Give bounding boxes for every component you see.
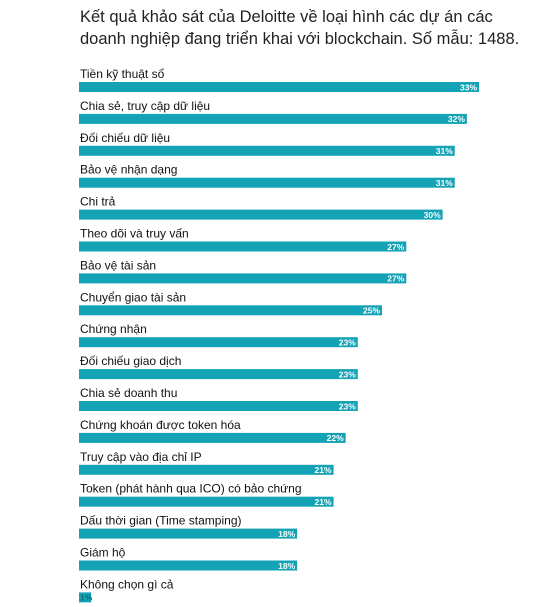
category-label: Tiền kỹ thuật số	[80, 67, 165, 81]
value-label: 31%	[436, 178, 453, 188]
category-label: Dấu thời gian (Time stamping)	[80, 514, 241, 528]
category-label: Token (phát hành qua ICO) có bảo chứng	[80, 482, 302, 496]
value-label: 30%	[424, 210, 441, 220]
value-label: 27%	[387, 242, 404, 252]
bar	[79, 560, 298, 571]
value-label: 23%	[339, 338, 356, 348]
category-label: Đối chiếu dữ liệu	[80, 131, 170, 145]
bar	[79, 177, 455, 188]
value-label: 25%	[363, 306, 380, 316]
value-label: 21%	[315, 497, 332, 507]
bar	[79, 305, 383, 316]
category-label: Chia sẻ doanh thu	[80, 386, 177, 400]
bar	[79, 273, 407, 284]
value-label: 32%	[448, 114, 465, 124]
bar	[79, 113, 467, 124]
category-label: Chứng nhận	[80, 322, 147, 336]
category-label: Chuyển giao tài sản	[80, 290, 186, 304]
category-label: Không chọn gì cả	[80, 577, 174, 591]
bar	[79, 145, 455, 156]
bar	[79, 401, 358, 411]
bar	[79, 464, 334, 475]
value-label: 1%	[80, 593, 93, 603]
value-label: 27%	[387, 274, 404, 284]
bar	[79, 432, 346, 443]
category-label: Chi trả	[80, 195, 116, 209]
chart-title: Kết quả khảo sát của Deloitte về loại hì…	[80, 8, 520, 48]
bar	[79, 592, 92, 603]
value-label: 23%	[339, 369, 356, 379]
value-label: 33%	[460, 82, 477, 92]
bar	[79, 369, 358, 380]
category-label: Chứng khoán được token hóa	[80, 418, 241, 432]
value-label: 22%	[327, 433, 344, 443]
category-label: Truy cập vào địa chỉ IP	[80, 450, 202, 464]
category-label: Theo dõi và truy vấn	[80, 227, 189, 241]
category-label: Bảo vệ tài sản	[80, 258, 156, 272]
bar	[79, 337, 358, 348]
bar	[79, 241, 407, 252]
value-label: 21%	[315, 465, 332, 475]
value-label: 18%	[278, 529, 295, 539]
bar	[79, 209, 443, 220]
category-label: Đối chiếu giao dịch	[80, 354, 181, 368]
category-label: Chia sẻ, truy cập dữ liệu	[80, 99, 210, 113]
bar	[79, 528, 298, 539]
bar-rows: Tiền kỹ thuật số 33% Chia sẻ, truy cập dữ …	[79, 67, 479, 603]
category-label: Giám hộ	[80, 546, 126, 560]
bar	[79, 496, 334, 507]
value-label: 18%	[278, 561, 295, 571]
category-label: Bảo vệ nhận dạng	[80, 163, 177, 177]
value-label: 23%	[339, 401, 356, 411]
bar	[79, 82, 479, 92]
value-label: 31%	[436, 146, 453, 156]
